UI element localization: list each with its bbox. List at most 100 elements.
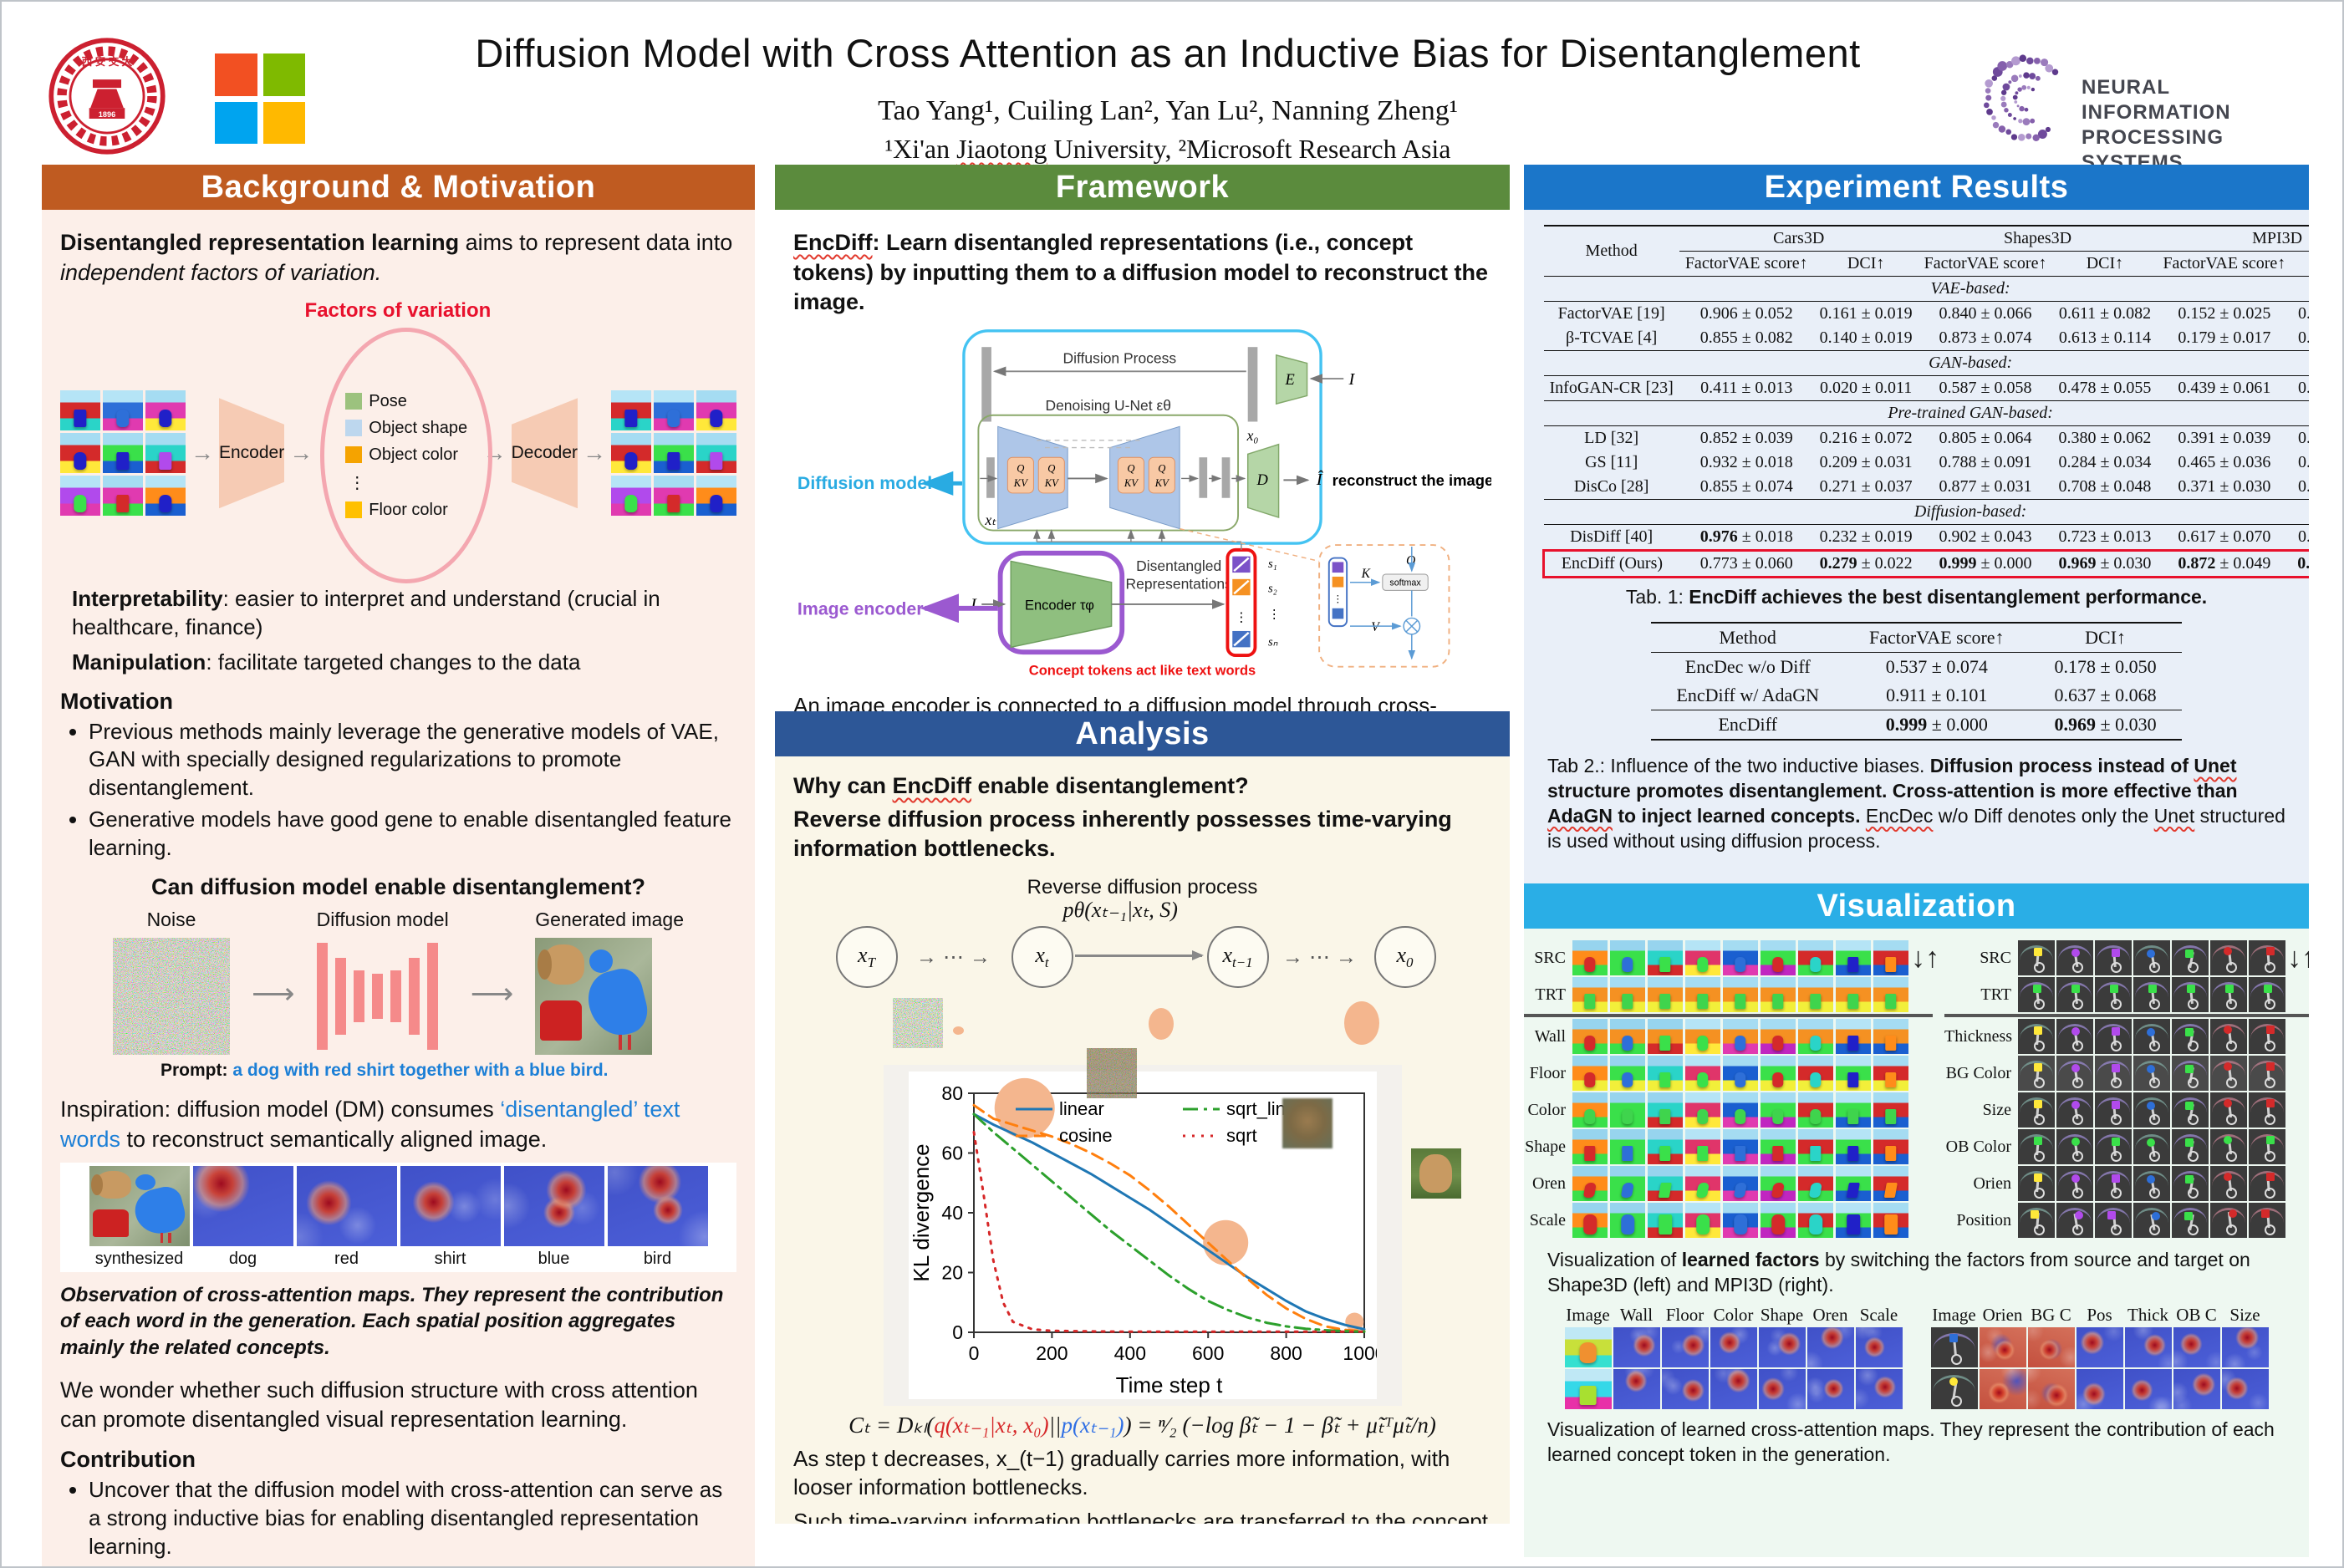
swap-result-tile xyxy=(1685,1092,1720,1128)
robot-gripper xyxy=(2188,1188,2199,1199)
robot-gripper xyxy=(2149,1114,2161,1126)
neurips-swirl-icon xyxy=(1984,54,2059,141)
robot-arc xyxy=(2211,1207,2246,1238)
scene-object xyxy=(1584,1108,1596,1125)
swap-result-tile xyxy=(1836,1203,1871,1238)
swap-result-tile xyxy=(1685,1166,1720,1201)
robot-arc xyxy=(2211,1133,2246,1164)
swap-result-tile xyxy=(1873,1203,1908,1238)
swap-result-tile xyxy=(1836,940,1871,975)
diffusion-bar xyxy=(408,957,420,1035)
attention-map-figures: Image Wall Floor Color Shape Oren Scale Image O… xyxy=(1542,1305,2290,1409)
swap-result-tile xyxy=(2095,1203,2132,1238)
scene-object xyxy=(1620,1182,1635,1199)
ms-square-green xyxy=(262,53,305,96)
scene-object xyxy=(159,451,172,470)
y-tick-label: 40 xyxy=(941,1202,963,1224)
robot-arc xyxy=(2134,1207,2169,1238)
scene-object xyxy=(1810,1035,1822,1051)
attention-source-image xyxy=(1930,1326,1978,1367)
swap-result-tile xyxy=(1610,1129,1645,1164)
metric-header: FactorVAE score↑ xyxy=(1679,251,1814,277)
svg-text:KV: KV xyxy=(1124,477,1139,489)
swap-result-tile xyxy=(1798,1019,1833,1054)
metric-value: 0.637 ± 0.068 xyxy=(2054,684,2157,705)
scene-object xyxy=(1622,1072,1633,1088)
robot-gripper xyxy=(2226,1077,2238,1089)
robot-gripper xyxy=(2188,1041,2199,1052)
diffusion-model-block: Diffusion model xyxy=(316,909,449,1055)
col-header: FactorVAE score↑ xyxy=(1844,621,2030,653)
decoder-D-shape xyxy=(1246,443,1280,518)
attention-col-header: OB C xyxy=(2176,1304,2217,1325)
factors-of-variation-figure: Factors of variation Pose Object shape Obj… xyxy=(305,299,493,584)
arrow-right-icon: ⟶ xyxy=(470,975,514,1011)
decoder-trapezoid: Decoder xyxy=(511,398,578,509)
concept-attention-map xyxy=(1613,1368,1660,1409)
swap-result-tile xyxy=(1761,940,1796,975)
swap-result-tile xyxy=(2133,1166,2170,1201)
swap-result-tile xyxy=(2249,1129,2285,1164)
svg-text:Q: Q xyxy=(1047,463,1055,475)
chain-arrow-dots: → ⋯ → xyxy=(916,944,991,969)
legend-label: Object color xyxy=(369,445,458,464)
metric-value: 0.911 ± 0.101 xyxy=(1886,684,1988,705)
input-image-symbol: I xyxy=(1348,370,1356,389)
robot-marker xyxy=(2223,1098,2232,1107)
word-attention-map xyxy=(400,1166,501,1247)
method-name: EncDec w/o Diff xyxy=(1684,655,1811,677)
swap-result-tile xyxy=(2172,1166,2209,1201)
metric-value: 0.708 ± 0.048 xyxy=(2058,477,2152,496)
bird-body xyxy=(130,1183,188,1239)
word-attention-map xyxy=(192,1166,293,1247)
robot-arc xyxy=(2173,1097,2208,1128)
disentangled-label-1: Disentangled xyxy=(1136,557,1221,574)
robot-arc xyxy=(2250,1023,2285,1054)
poster-title: Diffusion Model with Cross Attention as … xyxy=(475,31,1861,75)
metric-value: 0.805 ± 0.064 xyxy=(1939,429,2032,447)
swap-arrows-icon: ↓↑ xyxy=(1911,941,1939,974)
metric-value: 0.020 ± 0.011 xyxy=(1820,379,1913,397)
robot-gripper xyxy=(2226,962,2238,974)
robot-arc xyxy=(2134,944,2169,975)
robot-marker xyxy=(2075,1211,2083,1220)
noisy-image-thumb xyxy=(1086,1047,1137,1098)
concept-attention-map xyxy=(1758,1368,1806,1409)
arrow-right-icon: → xyxy=(191,440,214,466)
metric-value: 0.723 ± 0.013 xyxy=(2058,527,2152,546)
scene-object xyxy=(1622,1035,1633,1051)
robot-arc xyxy=(2211,1060,2246,1091)
attention-source-image xyxy=(1564,1368,1612,1409)
scene-object xyxy=(1735,993,1746,1010)
swap-result-tile xyxy=(2095,1092,2132,1128)
legend-label: Floor color xyxy=(369,500,448,519)
metric-value: 0.196 ± 0.038 xyxy=(2298,429,2309,447)
swap-result-tile xyxy=(2210,977,2247,1012)
concept-attention-map xyxy=(1758,1326,1806,1367)
robot-gripper xyxy=(2188,1114,2199,1126)
unet-label: Denoising U-Net εθ xyxy=(1045,397,1171,414)
chain-title: Reverse diffusion process xyxy=(1027,875,1258,899)
robot-marker xyxy=(2185,1064,2194,1073)
ablation-table-container: Method FactorVAE score↑ DCI↑ EncDec w/o Dif… xyxy=(1542,621,2290,741)
attention-col-header: Image xyxy=(1932,1304,1976,1325)
attention-column: blue xyxy=(503,1166,604,1269)
attention-col-header: Pos xyxy=(2087,1304,2112,1325)
swap-result-tile xyxy=(2249,1166,2285,1201)
table-row: EncDiff 0.999 ± 0.000 0.969 ± 0.030 xyxy=(1651,709,2182,741)
legend-item: Pose xyxy=(345,392,467,411)
bird-leg xyxy=(627,1034,632,1051)
dog-ear xyxy=(538,949,552,980)
cross-attention-blocks: Q KV Q KV Q KV Q KV xyxy=(1006,456,1175,494)
swap-result-tile xyxy=(2018,940,2055,975)
robot-gripper xyxy=(2034,1077,2046,1089)
metric-value: 0.932 ± 0.018 xyxy=(1699,453,1793,471)
swap-result-tile xyxy=(1572,1056,1608,1091)
robot-arc xyxy=(2173,1207,2208,1238)
swap-result-tile xyxy=(2210,1092,2247,1128)
scene-object xyxy=(1696,1214,1710,1235)
swap-result-tile xyxy=(1761,1019,1796,1054)
robot-gripper xyxy=(1951,1395,1963,1407)
swap-result-tile xyxy=(1836,977,1871,1012)
scene-object xyxy=(1772,1145,1784,1162)
